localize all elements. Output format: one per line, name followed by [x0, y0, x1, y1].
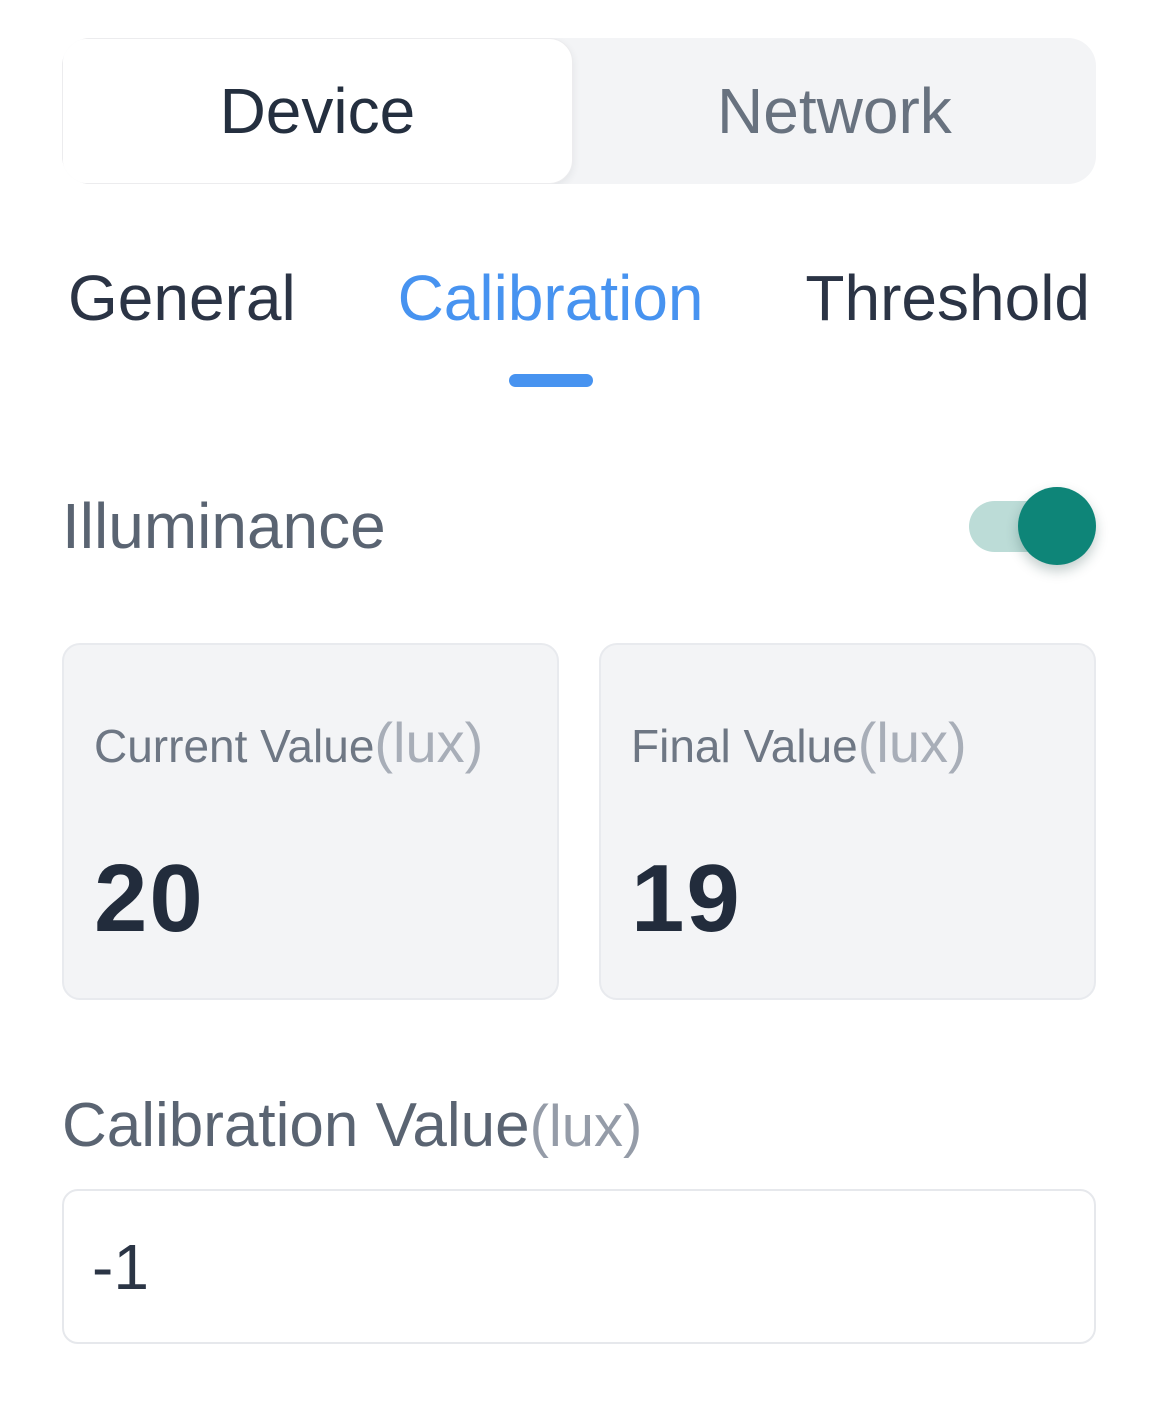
- illuminance-row: Illuminance: [62, 487, 1096, 565]
- illuminance-toggle[interactable]: [969, 487, 1096, 565]
- reading-cards: Current Value(lux) 20 Final Value(lux) 1…: [62, 643, 1096, 1000]
- calibration-value-label: Calibration Value: [62, 1091, 530, 1160]
- tab-threshold-label: Threshold: [805, 262, 1090, 334]
- active-tab-underline: [508, 374, 593, 387]
- tab-calibration[interactable]: Calibration: [398, 266, 704, 387]
- segment-device[interactable]: Device: [62, 38, 573, 184]
- tab-calibration-label: Calibration: [397, 262, 704, 334]
- device-network-segmented-control: Device Network: [62, 38, 1096, 184]
- tab-general[interactable]: General: [68, 266, 296, 387]
- segment-network[interactable]: Network: [717, 75, 952, 147]
- device-settings-page: Device Network General Calibration Thres…: [0, 38, 1158, 1421]
- tab-underline: [140, 374, 224, 387]
- settings-tab-bar: General Calibration Threshold: [62, 266, 1096, 387]
- final-value-card: Final Value(lux) 19: [599, 643, 1096, 1000]
- final-value-unit: (lux): [857, 711, 967, 774]
- calibration-value-unit: (lux): [529, 1094, 643, 1159]
- illuminance-label: Illuminance: [62, 490, 386, 562]
- current-value-number: 20: [94, 845, 205, 952]
- calibration-value-input[interactable]: [62, 1189, 1096, 1344]
- tab-threshold[interactable]: Threshold: [805, 266, 1090, 387]
- tab-general-label: General: [68, 262, 296, 334]
- current-value-unit: (lux): [374, 711, 484, 774]
- current-value-label-row: Current Value(lux): [94, 715, 527, 771]
- final-value-label-row: Final Value(lux): [631, 715, 1064, 771]
- calibration-value-label-row: Calibration Value(lux): [62, 1095, 1096, 1157]
- current-value-card: Current Value(lux) 20: [62, 643, 559, 1000]
- final-value-number: 19: [631, 845, 742, 952]
- final-value-label: Final Value: [631, 720, 858, 772]
- tab-underline: [906, 374, 990, 387]
- current-value-label: Current Value: [94, 720, 375, 772]
- toggle-knob: [1018, 487, 1096, 565]
